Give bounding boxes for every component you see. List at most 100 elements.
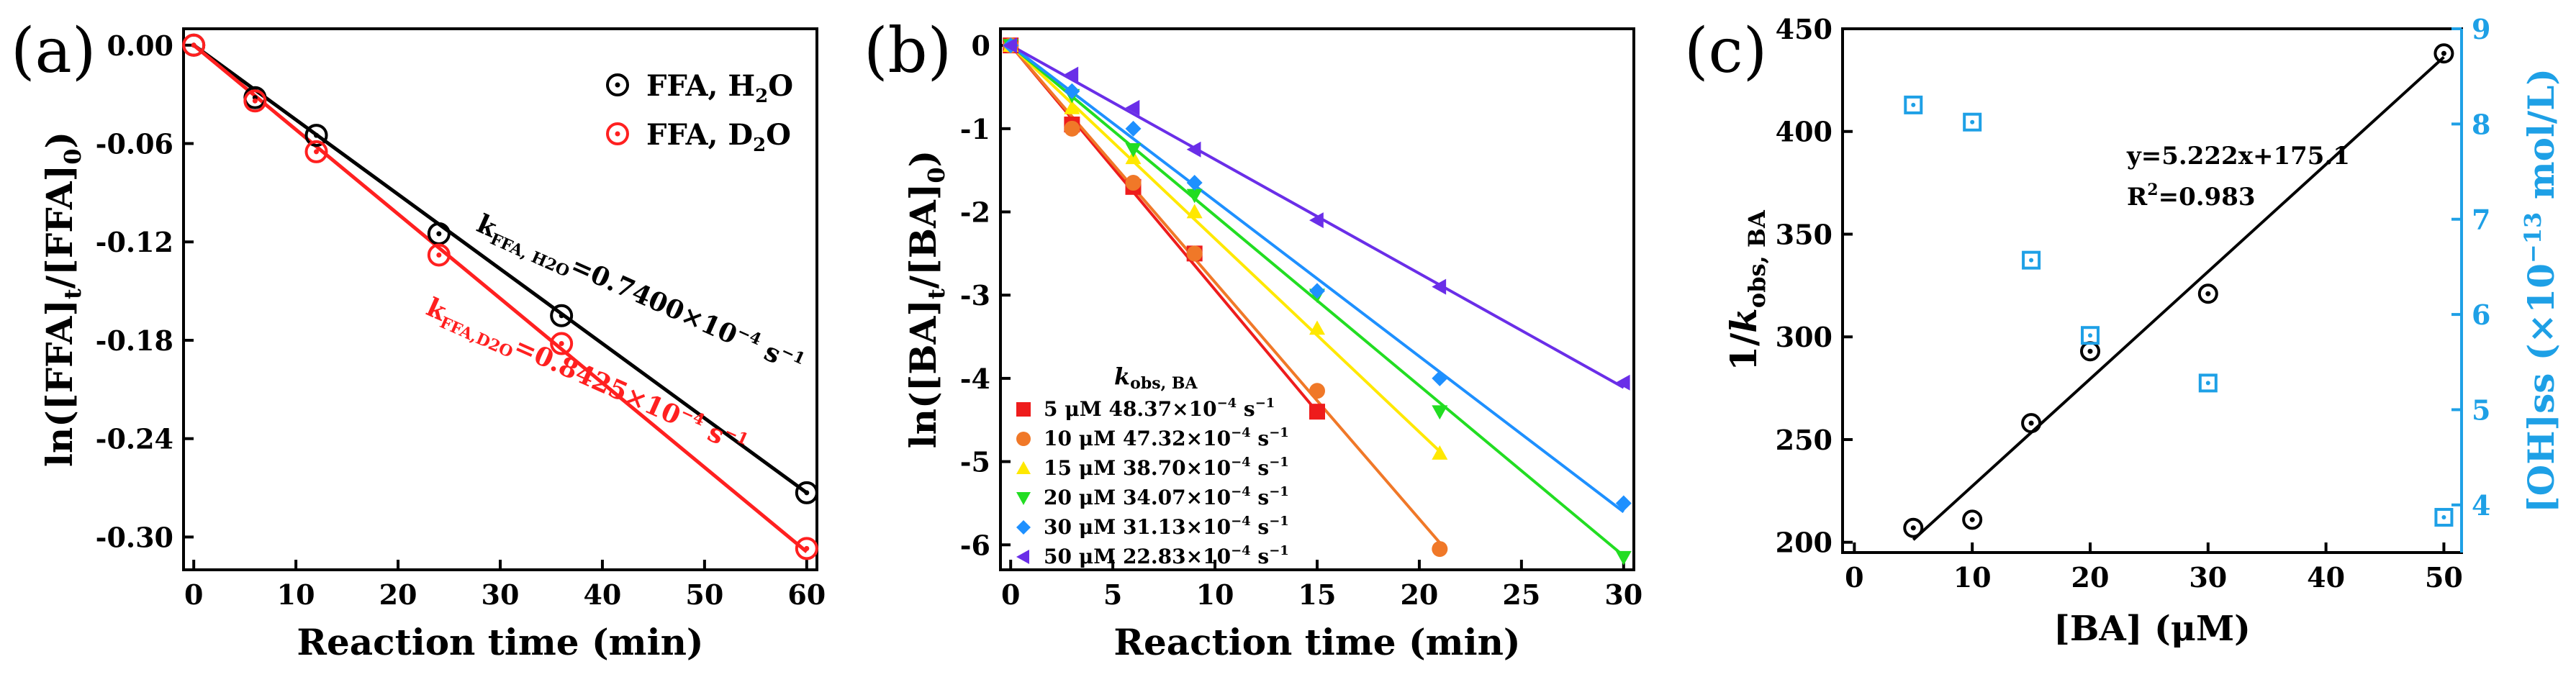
panel-b-legend-title: kobs, BA: [1114, 363, 1198, 393]
panel-c-point-s0-0: [1903, 517, 1924, 538]
panel-a-point-s0-3: [427, 222, 451, 245]
panel-b-point-s2-5: [1432, 445, 1448, 460]
panel-b-point-s3-5: [1432, 405, 1448, 420]
panel-a-x-tick-label: 30: [482, 578, 520, 611]
panel-c-x-tick-label: 50: [2425, 561, 2463, 594]
panel-a-y-tick-label: -0.12: [96, 226, 173, 258]
panel-a-x-tick-label: 10: [277, 578, 315, 611]
panel-c-x-axis: 0 10 20 30 40 50: [1845, 542, 2463, 594]
panel-b-legend-marker-3: [1016, 492, 1031, 505]
legend-marker-ffa-d2o: [606, 122, 629, 145]
panel-a-label: (a): [11, 15, 96, 87]
panel-b-point-s0-4: [1309, 404, 1325, 420]
panel-c-x-tick-label: 20: [2071, 561, 2110, 594]
panel-b-point-s1-4: [1309, 383, 1325, 399]
panel-a-y-tick-label: -0.24: [96, 423, 173, 455]
panel-c-plot-frame: [1841, 27, 2463, 554]
panel-b-point-s5-6: [1615, 374, 1630, 391]
panel-b-point-s5-4: [1309, 212, 1324, 229]
panel-c-y2-tick-label: 7: [2472, 204, 2490, 236]
panel-c-fit-line: [1912, 55, 2445, 541]
panel-b-y-tick-label: -6: [960, 529, 990, 561]
panel-c-point-s1-5: [2434, 508, 2454, 527]
panel-c-y2-tick-label: 6: [2472, 299, 2490, 331]
panel-c-y-tick-label: 400: [1776, 116, 1832, 148]
panel-b-x-tick-label: 30: [1604, 578, 1642, 611]
panel-c-y-tick-label: 200: [1776, 527, 1832, 559]
panel-b-fit-line-1: [1009, 44, 1441, 544]
panel-b-point-s4-6: [1615, 495, 1632, 512]
panel-b-y-tick-label: -4: [960, 363, 990, 395]
panel-b-legend-marker-0: [1016, 402, 1031, 417]
panel-a-fit-lines: [192, 43, 808, 553]
panel-b-legend-label-2: 15 μM 38.70×10−4 s−1: [1044, 455, 1289, 480]
panel-b-point-s2-1: [1064, 99, 1080, 114]
panel-b-point-s2-3: [1186, 204, 1203, 219]
panel-b-legend-marker-1: [1016, 432, 1031, 446]
panel-a-point-s1-5: [795, 537, 818, 560]
panel-b-legend-marker-4: [1016, 520, 1031, 535]
panel-a-point-s1-3: [427, 243, 451, 267]
panel-b-x-axis-label: Reaction time (min): [1113, 621, 1520, 663]
panel-c-y2-tick-label: 8: [2472, 108, 2490, 140]
panel-b-legend: 5 μM 48.37×10−4 s−1 10 μM 47.32×10−4 s−1 1…: [1016, 396, 1289, 568]
panel-b-y-tick-label: -5: [960, 446, 990, 478]
panel-b-fit-line-2: [1009, 44, 1441, 453]
panel-a-point-s1-1: [243, 89, 267, 113]
panel-a: (a) 0 10 20 30 40 50 60 0.00 -0.06 -0.12 -0.18 -0.…: [11, 15, 826, 663]
panel-b-y-tick-label: -3: [960, 279, 990, 312]
panel-b-legend-label-1: 10 μM 47.32×10−4 s−1: [1044, 425, 1289, 450]
panel-c-y2-tick-label: 5: [2472, 394, 2490, 426]
panel-c-point-s0-5: [2433, 43, 2454, 64]
panel-c-y-tick-label: 450: [1776, 13, 1832, 45]
panel-a-fit-line-0: [192, 43, 808, 494]
panel-c-point-s1-4: [2198, 373, 2218, 393]
panel-c-point-s1-0: [1904, 95, 1923, 114]
panel-a-x-tick-label: 40: [583, 578, 621, 611]
panel-a-point-s0-2: [304, 124, 328, 147]
panel-a-point-s1-4: [550, 332, 574, 355]
panel-b-legend-marker-2: [1016, 461, 1031, 474]
panel-c-y-tick-label: 350: [1776, 218, 1832, 250]
panel-b-point-s3-3: [1186, 188, 1203, 204]
panel-b-label: (b): [864, 15, 952, 87]
panel-a-y-tick-label: -0.30: [96, 521, 173, 553]
panel-b-x-axis: 0 5 10 15 20 25 30: [1001, 560, 1642, 611]
panel-b-point-s1-5: [1432, 541, 1448, 558]
panel-c-x-tick-label: 0: [1845, 561, 1863, 594]
panel-c: (c) 0 10 20 30 40 50 200 250 300 350 400 450 4 5 6 7 8…: [1684, 13, 2562, 649]
panel-c-x-tick-label: 30: [2189, 561, 2227, 594]
panel-b-y-tick-label: -2: [960, 196, 990, 229]
panel-b-legend-marker-5: [1016, 550, 1029, 564]
panel-c-point-s0-3: [2080, 341, 2100, 362]
panel-b-point-s4-2: [1125, 120, 1142, 137]
panel-b-point-s3-2: [1125, 142, 1142, 158]
panel-c-y-axis: 200 250 300 350 400 450: [1776, 13, 1853, 559]
panel-c-y-tick-label: 300: [1776, 321, 1832, 353]
panel-a-x-axis: 0 10 20 30 40 50 60: [184, 560, 826, 611]
panel-c-point-s1-3: [2022, 250, 2041, 270]
panel-a-y-tick-label: 0.00: [107, 29, 173, 62]
panel-a-point-s1-2: [304, 140, 328, 163]
legend-label-ffa-d2o: FFA, D2O: [646, 118, 791, 156]
panel-c-x-axis-label: [BA] (μM): [2053, 609, 2251, 649]
panel-b-x-tick-label: 20: [1400, 578, 1438, 611]
legend-label-ffa-h2o: FFA, H2O: [646, 69, 793, 107]
panel-b-x-tick-label: 15: [1298, 578, 1337, 611]
panel-c-fit-line: [1912, 55, 2445, 541]
panel-a-point-s1-0: [182, 33, 206, 57]
panel-a-y-axis: 0.00 -0.06 -0.12 -0.18 -0.24 -0.30: [96, 29, 194, 553]
panel-b-y-axis: 0 -1 -2 -3 -4 -5 -6: [960, 29, 1011, 561]
panel-b-point-s5-3: [1186, 141, 1201, 158]
panel-a-fit-line-1: [192, 43, 808, 553]
panel-c-data-points: [1903, 43, 2454, 538]
panel-a-y-axis-label: ln([FFA]t/[FFA]0): [38, 132, 86, 467]
panel-a-x-tick-label: 0: [184, 578, 203, 611]
panel-b-point-s5-0: [1003, 37, 1017, 54]
panel-b-y-tick-label: 0: [972, 29, 990, 62]
panel-b-y-tick-label: -1: [960, 113, 990, 145]
panel-b-legend-label-3: 20 μM 34.07×10−4 s−1: [1044, 484, 1289, 509]
panel-c-y2-axis-label: [OH]ss (×10−13 mol/L): [2519, 68, 2562, 513]
panel-b-point-s2-4: [1309, 320, 1325, 335]
